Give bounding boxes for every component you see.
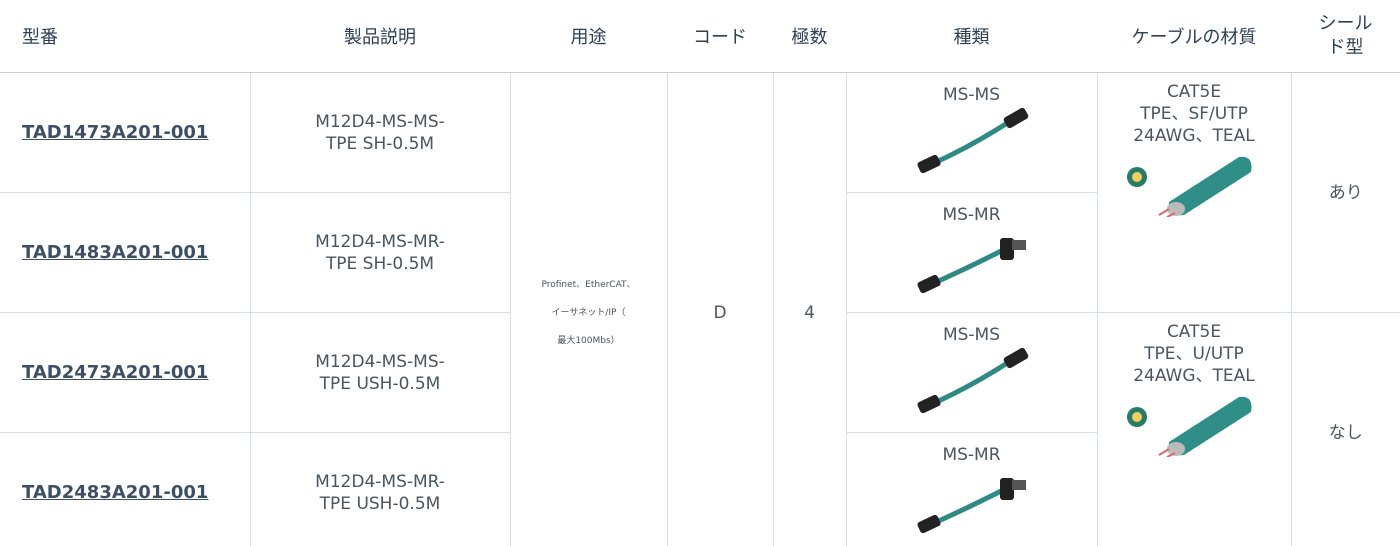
column-header: シールド型 bbox=[1291, 0, 1400, 73]
shield-cell: なし bbox=[1290, 312, 1400, 546]
type-text: MS-MR bbox=[942, 444, 1001, 465]
material-line: TPE、U/UTP bbox=[1144, 344, 1244, 364]
material-line: TPE、SF/UTP bbox=[1140, 104, 1248, 124]
description-line: M12D4-MS-MS- bbox=[315, 351, 445, 372]
type-cell: MS-MR bbox=[845, 192, 1097, 313]
column-header: 製品説明 bbox=[250, 0, 510, 73]
model-cell: TAD1483A201-001 bbox=[0, 192, 251, 313]
code-text: D bbox=[713, 302, 727, 323]
type-cell: MS-MS bbox=[845, 72, 1098, 193]
material-cell: CAT5E TPE、U/UTP 24AWG、TEAL bbox=[1096, 312, 1292, 546]
table-row: TAD1483A201-001 M12D4-MS-MR- TPE SH-0.5M MS… bbox=[0, 192, 1400, 313]
code-cell: D bbox=[666, 72, 774, 546]
table-body: TAD1473A201-001 M12D4-MS-MS- TPE SH-0.5M Pr… bbox=[0, 72, 1400, 546]
description-line: TPE USH-0.5M bbox=[319, 493, 441, 514]
table-row: TAD1473A201-001 M12D4-MS-MS- TPE SH-0.5M Pr… bbox=[0, 72, 1400, 546]
description-line: TPE SH-0.5M bbox=[325, 133, 435, 154]
poles-cell: 4 bbox=[772, 72, 847, 546]
model-link[interactable]: TAD2473A201-001 bbox=[22, 361, 209, 383]
cable-image bbox=[916, 477, 1026, 533]
column-header-text: 用途 bbox=[570, 27, 607, 48]
shield-text: なし bbox=[1328, 422, 1363, 443]
description-line: M12D4-MS-MR- bbox=[315, 471, 445, 492]
description-cell: M12D4-MS-MS- TPE USH-0.5M bbox=[249, 312, 511, 433]
material-line: CAT5E bbox=[1166, 82, 1222, 102]
table-row: TAD2483A201-001 M12D4-MS-MR- TPE USH-0.5M M… bbox=[0, 432, 1400, 546]
cable-image bbox=[916, 107, 1028, 173]
column-header-text: コード bbox=[693, 27, 747, 48]
column-header-text: ケーブルの材質 bbox=[1131, 27, 1257, 48]
usage-line: Profinet、EtherCAT、 bbox=[541, 279, 636, 290]
description-cell: M12D4-MS-MS- TPE SH-0.5M bbox=[249, 72, 511, 193]
cable-section-image bbox=[1127, 396, 1252, 458]
model-cell: TAD2483A201-001 bbox=[0, 432, 251, 546]
column-header-text: シールド型 bbox=[1318, 13, 1373, 58]
column-header-text: 極数 bbox=[791, 27, 828, 48]
column-header-text: 型番 bbox=[22, 27, 58, 48]
type-cell: MS-MR bbox=[845, 432, 1097, 546]
poles-text: 4 bbox=[804, 302, 815, 323]
column-header-text: 種類 bbox=[953, 27, 990, 48]
model-cell: TAD2473A201-001 bbox=[0, 312, 251, 433]
material-line: 24AWG、TEAL bbox=[1133, 366, 1255, 386]
shield-text: あり bbox=[1328, 182, 1363, 203]
header-row: 型番 製品説明 用途 コード 極数 種類 ケーブルの材質 シールド型 bbox=[0, 0, 1400, 73]
cable-section-image bbox=[1127, 156, 1252, 218]
description-cell: M12D4-MS-MR- TPE USH-0.5M bbox=[249, 432, 511, 546]
description-line: M12D4-MS-MR- bbox=[315, 231, 445, 252]
material-text: CAT5E TPE、SF/UTP 24AWG、TEAL bbox=[1098, 81, 1291, 147]
material-line: CAT5E bbox=[1166, 322, 1222, 342]
table-row: TAD2473A201-001 M12D4-MS-MS- TPE USH-0.5M M… bbox=[0, 312, 1400, 546]
material-text: CAT5E TPE、U/UTP 24AWG、TEAL bbox=[1098, 321, 1291, 387]
column-header: 型番 bbox=[0, 0, 250, 73]
description-line: TPE USH-0.5M bbox=[319, 373, 441, 394]
usage-line: 最大100Mbs） bbox=[557, 335, 620, 346]
description-line: TPE SH-0.5M bbox=[325, 253, 435, 274]
model-cell: TAD1473A201-001 bbox=[0, 72, 251, 193]
model-link[interactable]: TAD2483A201-001 bbox=[22, 481, 209, 503]
column-header: コード bbox=[667, 0, 773, 73]
column-header: 用途 bbox=[510, 0, 667, 73]
type-cell: MS-MS bbox=[845, 312, 1098, 433]
cable-image bbox=[916, 347, 1028, 413]
description-cell: M12D4-MS-MR- TPE SH-0.5M bbox=[249, 192, 511, 313]
usage-cell: Profinet、EtherCAT、 イーサネット/IP（ 最大100Mbs） bbox=[509, 72, 668, 546]
type-text: MS-MR bbox=[942, 204, 1001, 225]
usage-line: イーサネット/IP（ bbox=[551, 307, 626, 318]
type-text: MS-MS bbox=[942, 84, 1001, 105]
column-header-text: 製品説明 bbox=[344, 27, 416, 48]
column-header: 種類 bbox=[846, 0, 1097, 73]
type-text: MS-MS bbox=[942, 324, 1001, 345]
column-header: 極数 bbox=[773, 0, 846, 73]
shield-cell: あり bbox=[1290, 72, 1400, 313]
material-line: 24AWG、TEAL bbox=[1133, 126, 1255, 146]
description-line: M12D4-MS-MS- bbox=[315, 111, 445, 132]
cable-image bbox=[916, 237, 1026, 293]
material-cell: CAT5E TPE、SF/UTP 24AWG、TEAL bbox=[1096, 72, 1292, 313]
model-link[interactable]: TAD1473A201-001 bbox=[22, 121, 209, 143]
model-link[interactable]: TAD1483A201-001 bbox=[22, 241, 209, 263]
column-header: ケーブルの材質 bbox=[1097, 0, 1291, 73]
